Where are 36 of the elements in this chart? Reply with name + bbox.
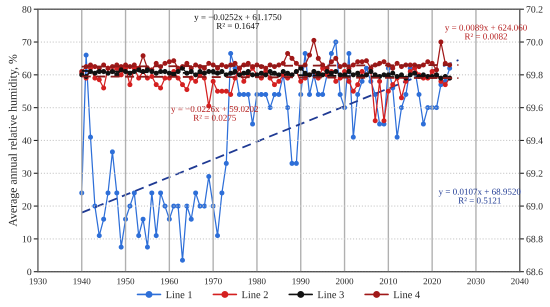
y2-tick-label: 69.4 [526,137,543,144]
x-tick-label: 1980 [248,278,266,284]
y2-tick-label: 69.8 [526,72,543,78]
y-tick-label: 0 [27,268,32,276]
y-tick-label: 60 [22,72,32,78]
y-tick-label: 10 [22,236,32,242]
annotation: y = −0.0252x + 61.1750 R² = 0.1647 [194,14,282,30]
x-tick-label: 1970 [204,278,222,284]
legend-label: Line 4 [394,291,420,298]
y-tick-label: 40 [22,137,32,144]
x-tick-label: 2040 [511,278,528,284]
x-tick-label: 1930 [30,278,47,284]
x-tick-label: 1990 [292,278,310,284]
y2-tick-label: 70.2 [526,6,542,13]
x-tick-label: 2030 [467,278,485,284]
x-tick-label: 2020 [424,278,441,284]
x-tick-label: 1940 [74,278,90,284]
y2-tick-label: 70.0 [526,38,543,46]
y-tick-label: 80 [22,6,32,13]
x-tick-label: 2000 [336,278,354,284]
y2-tick-label: 68.8 [526,236,543,242]
x-tick-label: 2010 [380,278,398,284]
x-tick-label: 1960 [161,278,178,284]
y-tick-label: 30 [22,170,32,177]
y-tick-label: 50 [22,104,32,112]
y2-tick-label: 69.0 [526,202,543,210]
y-tick-label: 20 [22,202,32,210]
x-tick-label: 1950 [117,278,134,284]
y-tick-label: 70 [22,38,32,46]
y2-tick-label: 68.6 [526,268,543,276]
legend-label: Line 1 [166,291,192,298]
y2-tick-label: 69.2 [526,170,542,177]
y-axis-title: Average annual relative humidity, % [8,54,20,227]
legend-label: Line 3 [318,291,344,298]
legend-label: Line 2 [242,291,268,298]
y2-tick-label: 69.6 [526,104,543,112]
